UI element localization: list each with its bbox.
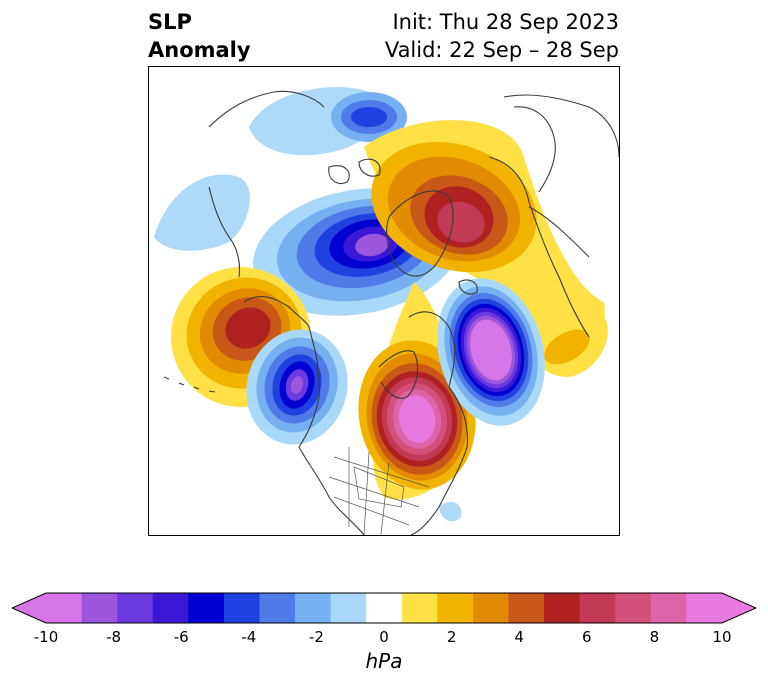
- colorbar-segment: [117, 593, 154, 623]
- colorbar-segment: [188, 593, 225, 623]
- colorbar-segment: [472, 593, 510, 623]
- colorbar-tick-label: 10: [712, 628, 732, 646]
- high-eastern-canada: [358, 282, 476, 500]
- colorbar-segment: [650, 593, 687, 623]
- valid-range: Valid: 22 Sep – 28 Sep: [384, 38, 619, 62]
- title-variable: SLP: [148, 10, 192, 34]
- init-date: Init: Thu 28 Sep 2023: [392, 10, 619, 34]
- low-north-atlantic: [437, 278, 545, 426]
- coastlines: [163, 90, 619, 535]
- state-borders: [328, 447, 430, 535]
- colorbar-segment: [223, 593, 260, 623]
- colorbar-units: hPa: [365, 649, 403, 673]
- colorbar-segment: [330, 593, 367, 623]
- colorbar-tick-label: 6: [582, 628, 592, 646]
- colorbar-segment: [259, 593, 296, 623]
- colorbar-segment: [81, 593, 118, 623]
- anomaly-map: [154, 87, 619, 535]
- colorbar-tick-label: -6: [173, 628, 189, 646]
- high-arctic: [364, 120, 605, 367]
- high-greenland-south: [534, 311, 608, 377]
- colorbar-tick-label: -2: [308, 628, 324, 646]
- colorbar-segment: [366, 593, 403, 623]
- colorbar-segment: [615, 593, 652, 623]
- colorbar-segment: [579, 593, 616, 623]
- low-barents: [331, 92, 407, 142]
- colorbar-segment: [46, 593, 83, 623]
- map-title-left: SLP Anomaly: [148, 8, 251, 64]
- colorbar-segment: [686, 593, 723, 623]
- colorbar-tick-label: -10: [33, 628, 59, 646]
- colorbar-tick-label: -8: [106, 628, 122, 646]
- map-panel: [148, 66, 620, 536]
- colorbar-segment: [544, 593, 581, 623]
- map-title-right: Init: Thu 28 Sep 2023 Valid: 22 Sep – 28…: [385, 8, 619, 64]
- colorbar-tick-label: 4: [514, 628, 524, 646]
- colorbar-segment: [295, 593, 332, 623]
- colorbar-segment: [508, 593, 545, 623]
- colorbar-extend-low: [12, 593, 46, 623]
- colorbar-segment: [437, 593, 474, 623]
- colorbar-tick-label: 0: [379, 628, 389, 646]
- colorbar-tick-label: -4: [241, 628, 257, 646]
- colorbar-tick-label: 2: [446, 628, 457, 646]
- colorbar: [12, 592, 756, 624]
- title-type: Anomaly: [148, 38, 251, 62]
- colorbar-segment: [152, 593, 189, 623]
- low-gulf-of-alaska: [246, 329, 348, 445]
- colorbar-extend-high: [722, 593, 756, 623]
- colorbar-segment: [401, 593, 438, 623]
- colorbar-tick-label: 8: [649, 628, 660, 646]
